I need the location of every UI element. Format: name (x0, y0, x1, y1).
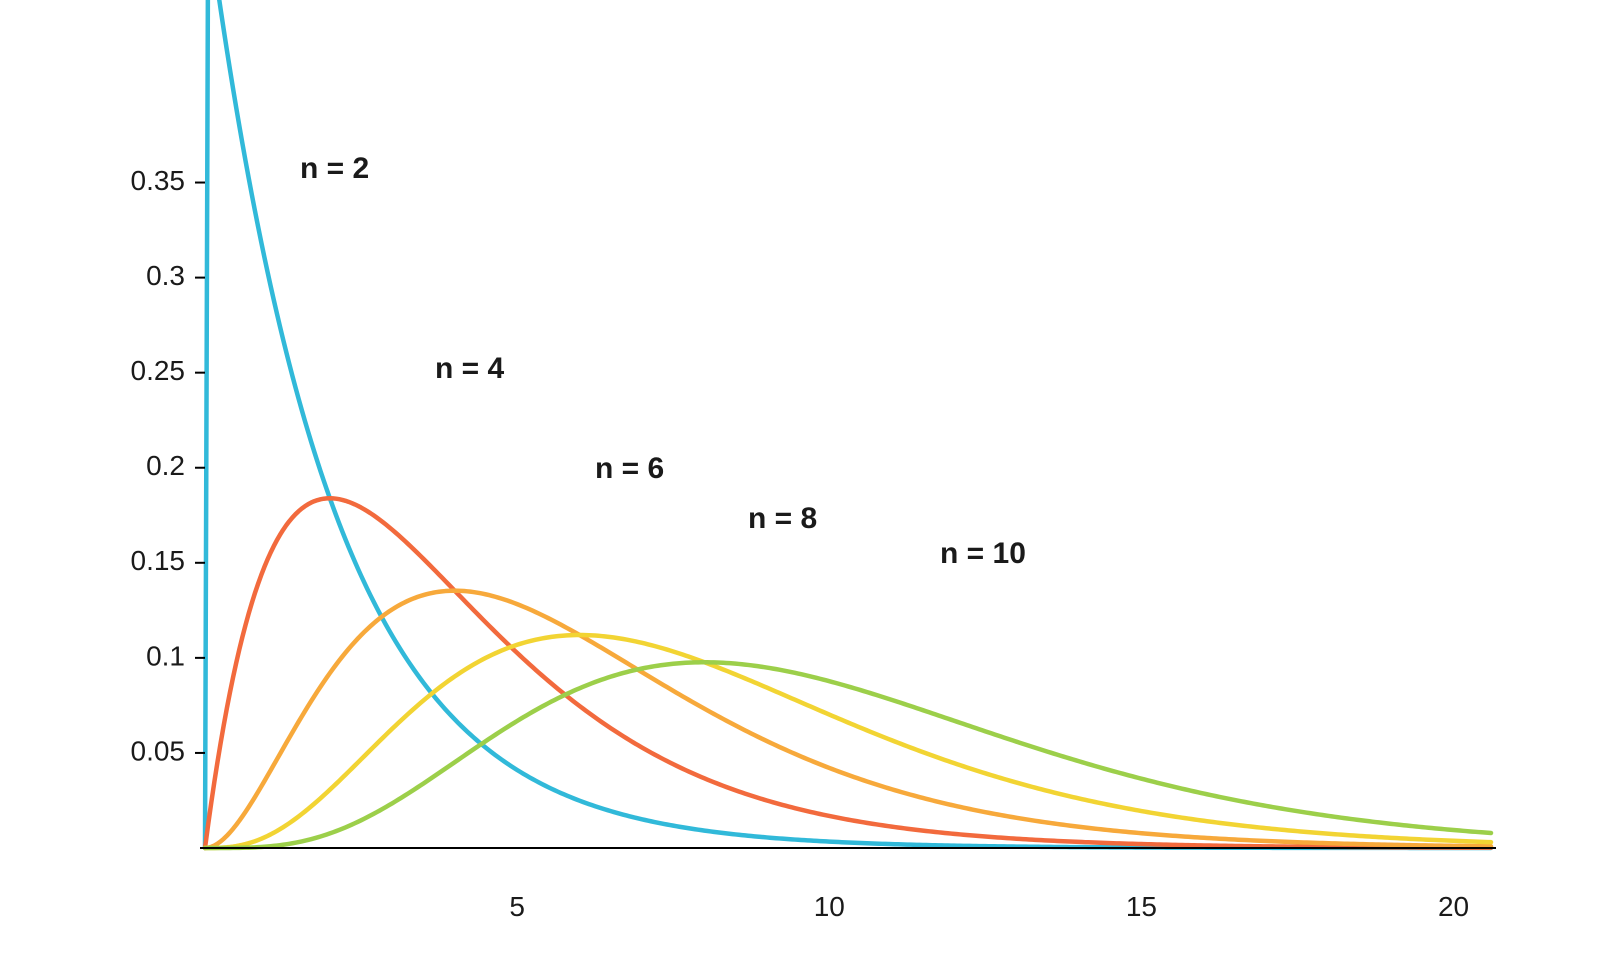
y-tick-label: 0.15 (131, 545, 186, 576)
y-tick-label: 0.1 (146, 640, 185, 671)
y-tick-label: 0.25 (131, 355, 186, 386)
y-tick-label: 0.35 (131, 165, 186, 196)
chart-container: 0.05 0.1 0.15 0.2 0.25 0.3 0.35 5 10 15 20 n = 2 n =… (0, 0, 1609, 959)
series-label-n4: n = 4 (435, 352, 505, 385)
series-label-n8: n = 8 (748, 502, 817, 535)
x-tick-label: 10 (814, 891, 845, 922)
series-label-n10: n = 10 (940, 537, 1026, 570)
series-label-n6: n = 6 (595, 452, 664, 485)
x-tick-label: 20 (1438, 891, 1469, 922)
x-tick-label: 5 (509, 891, 525, 922)
y-tick-label: 0.05 (131, 735, 186, 766)
chart-svg: 0.05 0.1 0.15 0.2 0.25 0.3 0.35 5 10 15 20 n = 2 n =… (0, 0, 1609, 959)
series-label-n2: n = 2 (300, 152, 369, 185)
y-tick-label: 0.2 (146, 450, 185, 481)
y-tick-label: 0.3 (146, 260, 185, 291)
x-tick-label: 15 (1126, 891, 1157, 922)
